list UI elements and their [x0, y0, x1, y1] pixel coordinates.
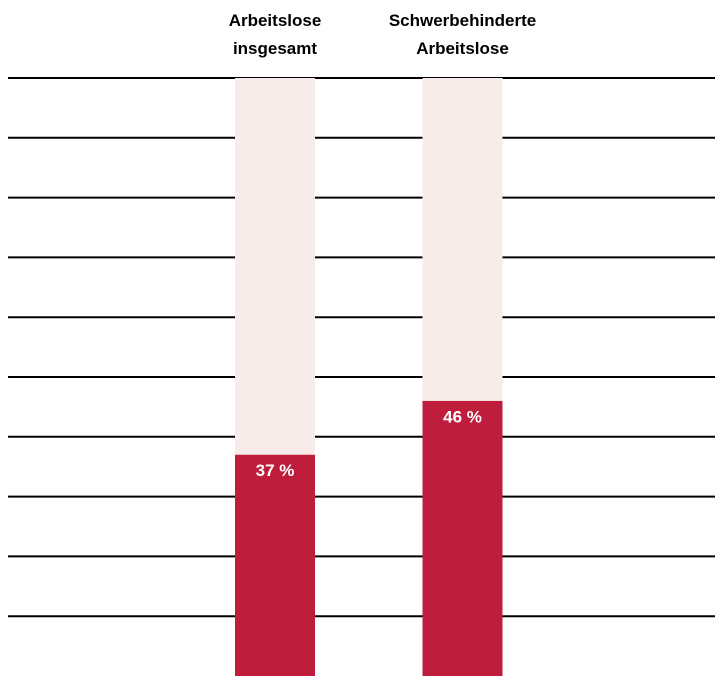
- category-label: Arbeitslose insgesamt: [229, 11, 322, 58]
- value-label: 37 %: [256, 461, 295, 480]
- value-label: 46 %: [443, 407, 482, 426]
- bar: [422, 400, 503, 676]
- category-label: Schwerbehinderte Arbeitslose: [389, 11, 536, 58]
- bar: [235, 454, 315, 676]
